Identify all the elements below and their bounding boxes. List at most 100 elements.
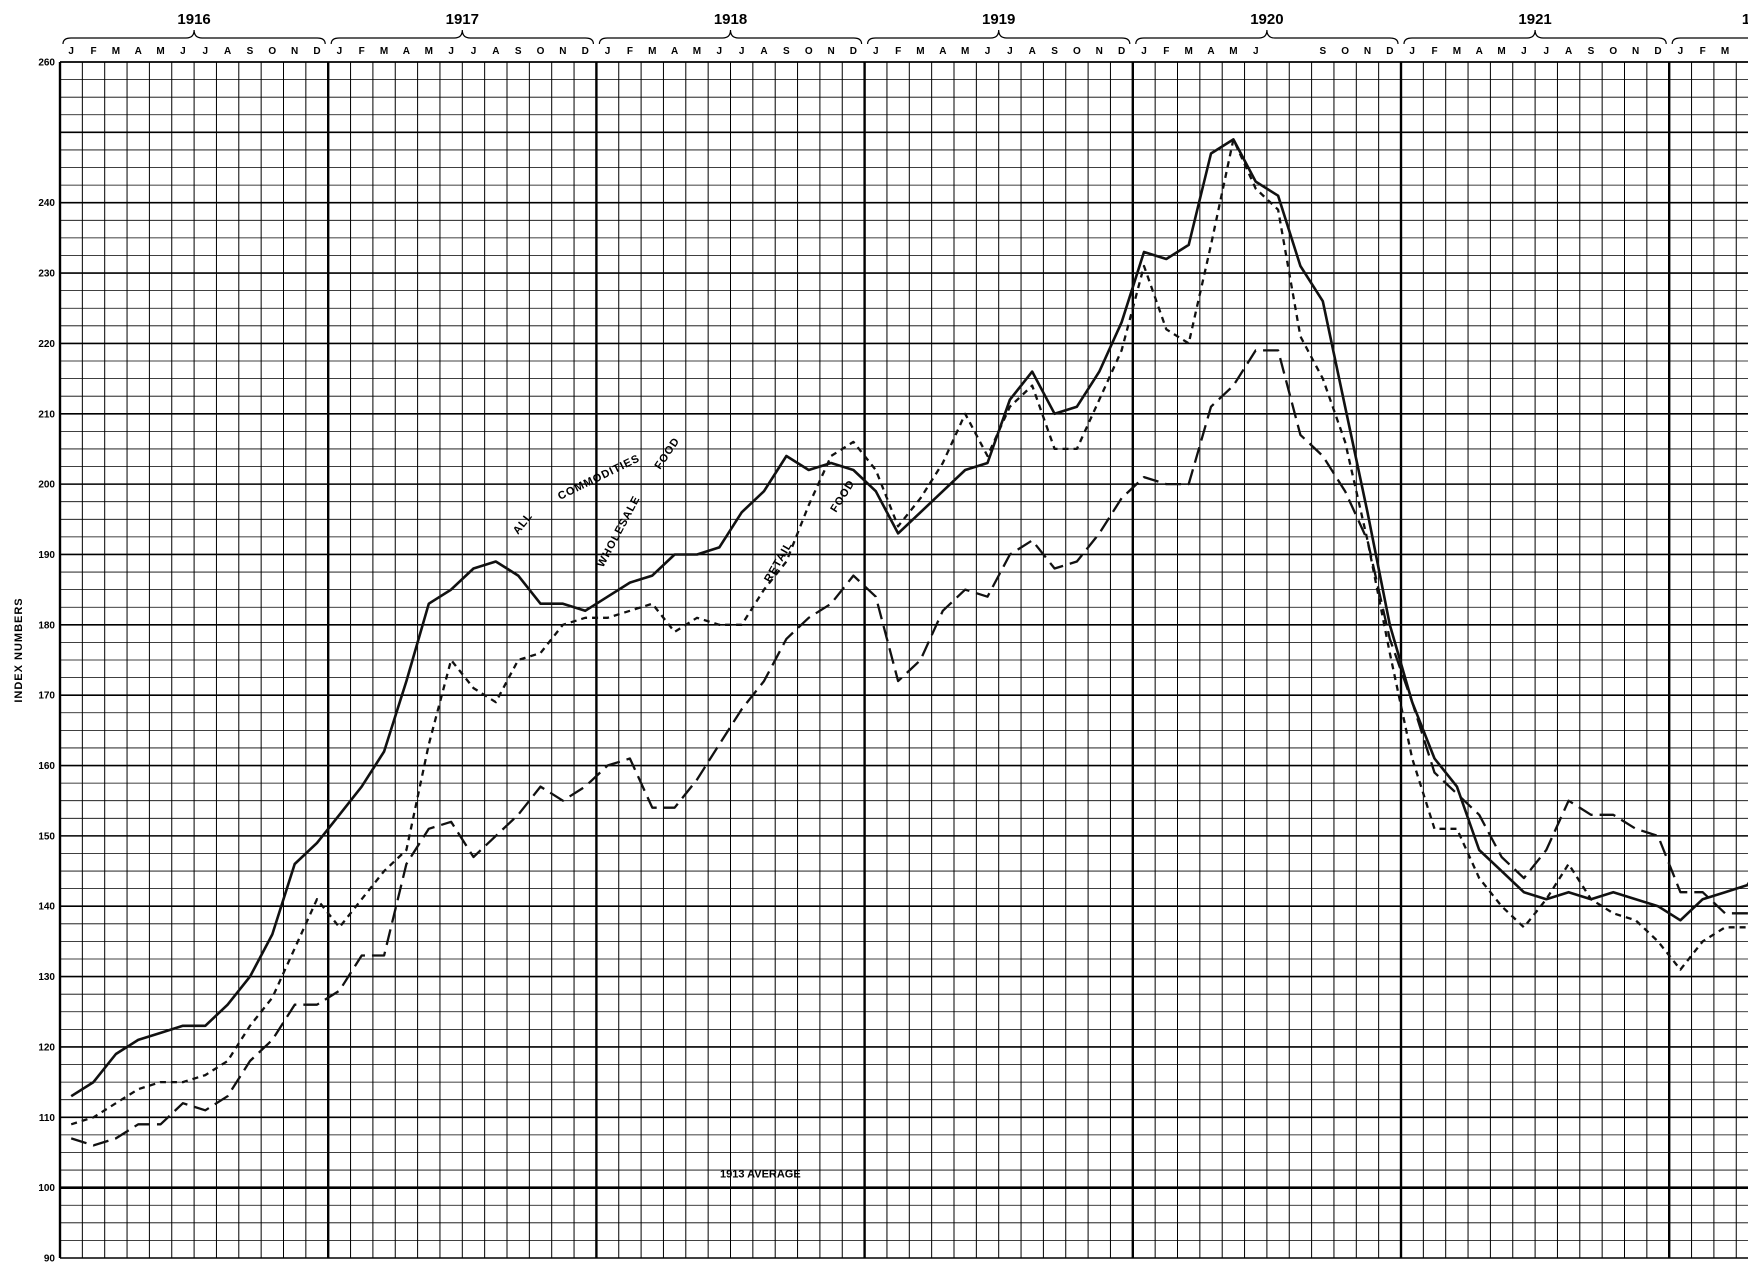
year-label: 1916 (177, 11, 210, 28)
month-label: O (1609, 46, 1617, 57)
month-label: F (359, 46, 365, 57)
month-label: O (268, 46, 276, 57)
month-label: F (1700, 46, 1706, 57)
year-brace (62, 29, 326, 45)
month-label: N (827, 46, 834, 57)
y-tick-label: 160 (38, 761, 55, 772)
month-label: J (739, 46, 745, 57)
month-label: M (1185, 46, 1193, 57)
grid (58, 61, 1748, 1259)
month-label: J (605, 46, 611, 57)
month-label: N (559, 46, 566, 57)
month-label: N (1096, 46, 1103, 57)
series-line-all-commodities (70, 138, 1748, 1098)
time-axis-header: 1916 J F M A M J J A S O N D 1917 J F M A M J J A S O N D 1918 J F M A… (60, 11, 1748, 63)
month-label: J (985, 46, 991, 57)
y-tick-label: 260 (38, 58, 55, 69)
month-label: F (90, 46, 96, 57)
series-label-all-commodities: COMMODITIES (556, 453, 642, 503)
y-tick-label: 170 (38, 691, 55, 702)
month-label: M (1721, 46, 1729, 57)
year-brace (1403, 29, 1667, 45)
y-tick-label: 200 (38, 480, 55, 491)
y-axis-title: INDEX NUMBERS (13, 597, 25, 702)
month-label: O (1073, 46, 1081, 57)
month-label: M (1453, 46, 1461, 57)
month-label: F (895, 46, 901, 57)
year-label: 1919 (982, 11, 1015, 28)
y-tick-label: 110 (39, 1113, 56, 1124)
month-label: J (68, 46, 74, 57)
month-label: O (805, 46, 813, 57)
month-label: J (202, 46, 208, 57)
month-label: N (1632, 46, 1639, 57)
year-brace (1135, 29, 1399, 45)
y-tick-label: 230 (38, 269, 55, 280)
month-label: F (627, 46, 633, 57)
month-label: M (693, 46, 701, 57)
month-label: M (648, 46, 656, 57)
month-label: S (1588, 46, 1595, 57)
y-tick-label: 240 (38, 198, 55, 209)
month-label: J (1521, 46, 1527, 57)
month-label: S (1051, 46, 1058, 57)
month-label: D (850, 46, 857, 57)
series-label-retail-food: RETAIL (762, 540, 795, 585)
month-label: S (247, 46, 254, 57)
month-label: S (783, 46, 790, 57)
month-label: J (1141, 46, 1147, 57)
month-label: M (916, 46, 924, 57)
month-label: S (1319, 46, 1326, 57)
month-label: A (1476, 46, 1483, 57)
y-tick-label: 100 (38, 1183, 55, 1194)
month-label: A (492, 46, 499, 57)
month-label: M (112, 46, 120, 57)
year-label: 1918 (714, 11, 747, 28)
month-label: D (1654, 46, 1661, 57)
series-labels: ALLCOMMODITIESWHOLESALEFOODRETAILFOOD191… (511, 435, 858, 1180)
month-label: A (224, 46, 231, 57)
year-label: 1920 (1250, 11, 1283, 28)
year-label: 1917 (446, 11, 479, 28)
year-brace (867, 29, 1131, 45)
month-label: J (1543, 46, 1549, 57)
y-axis: 90 100 110 120 130 140 150 160 170 180 190 200 210 22… (38, 58, 55, 1262)
series-label-all-commodities: ALL (511, 510, 535, 537)
month-label: O (1341, 46, 1349, 57)
year-brace (330, 29, 594, 45)
month-label: M (1229, 46, 1237, 57)
month-label: J (873, 46, 879, 57)
month-label: M (1497, 46, 1505, 57)
y-tick-label: 130 (38, 972, 55, 983)
month-label: J (471, 46, 477, 57)
month-label: A (1207, 46, 1214, 57)
annotation-1913-average: 1913 AVERAGE (720, 1169, 801, 1181)
y-tick-label: 150 (38, 831, 55, 842)
year-label: 1922 (1742, 11, 1748, 28)
month-label: A (671, 46, 678, 57)
month-label: D (313, 46, 320, 57)
month-label: F (1163, 46, 1169, 57)
y-tick-label: 140 (38, 902, 55, 913)
year-brace (1671, 37, 1748, 45)
year-brace (598, 29, 863, 45)
month-label: N (1364, 46, 1371, 57)
month-label: M (961, 46, 969, 57)
month-label: A (403, 46, 410, 57)
month-label: M (425, 46, 433, 57)
year-label: 1921 (1518, 11, 1551, 28)
month-label: O (537, 46, 545, 57)
month-label: A (1029, 46, 1036, 57)
y-tick-label: 220 (38, 339, 55, 350)
month-label: J (180, 46, 186, 57)
month-label: J (1678, 46, 1684, 57)
month-label: J (1007, 46, 1013, 57)
month-label: F (1431, 46, 1437, 57)
month-label: M (380, 46, 388, 57)
month-label: D (1386, 46, 1393, 57)
month-label: J (1253, 46, 1259, 57)
month-label: A (1565, 46, 1572, 57)
month-label: D (1118, 46, 1125, 57)
